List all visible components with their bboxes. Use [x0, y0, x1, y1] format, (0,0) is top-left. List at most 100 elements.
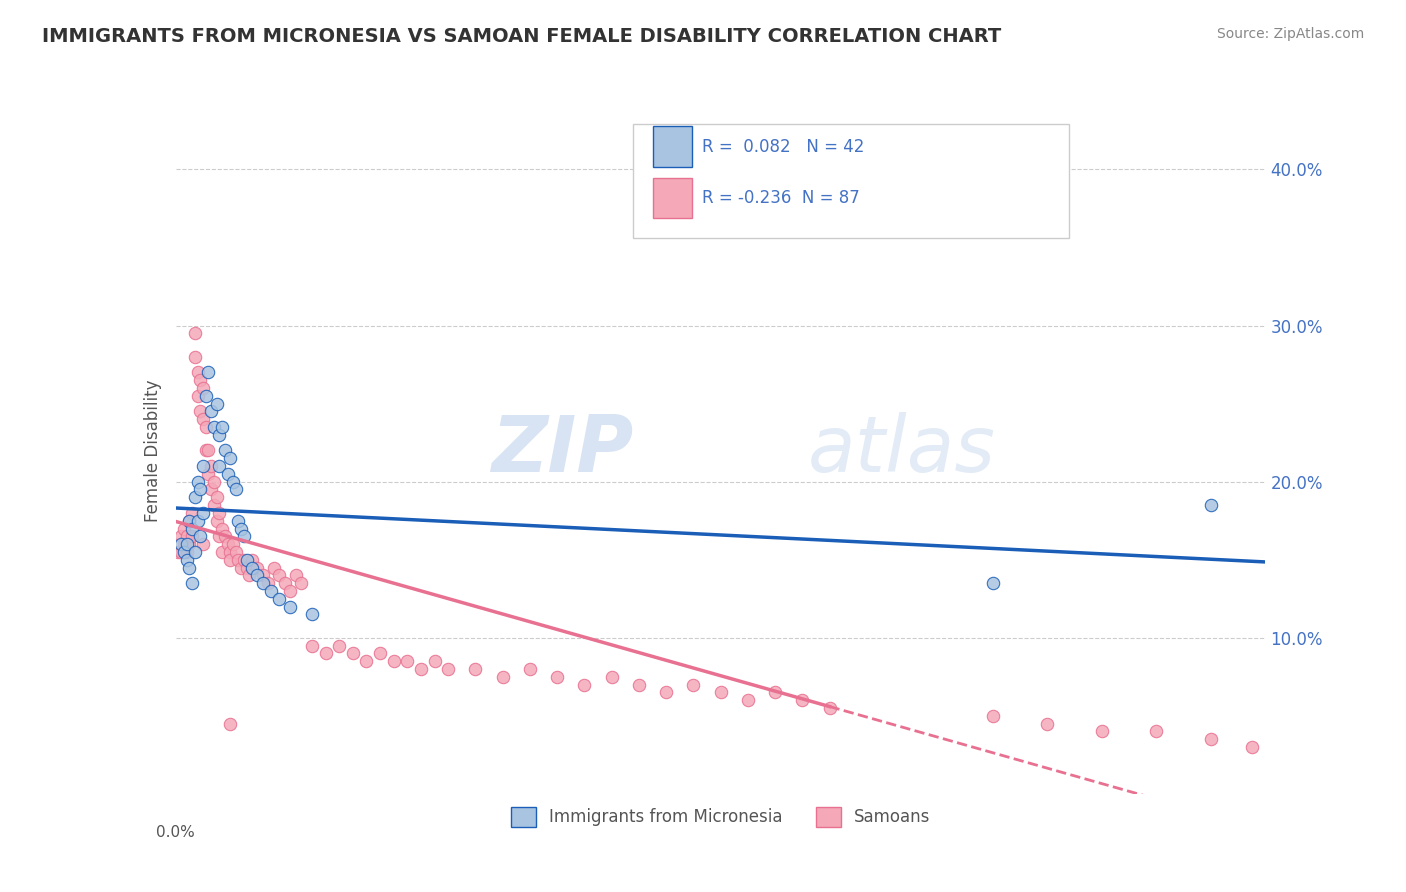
- Text: Source: ZipAtlas.com: Source: ZipAtlas.com: [1216, 27, 1364, 41]
- Point: [235, 560, 257, 574]
- Point: [818, 701, 841, 715]
- Point: [368, 646, 391, 660]
- Point: [219, 545, 242, 559]
- Point: [181, 576, 204, 591]
- Point: [301, 639, 323, 653]
- Point: [235, 552, 257, 567]
- Point: [409, 662, 432, 676]
- Point: [290, 576, 312, 591]
- Point: [356, 654, 378, 668]
- Text: IMMIGRANTS FROM MICRONESIA VS SAMOAN FEMALE DISABILITY CORRELATION CHART: IMMIGRANTS FROM MICRONESIA VS SAMOAN FEM…: [42, 27, 1001, 45]
- Point: [173, 537, 195, 551]
- Point: [284, 568, 307, 582]
- Point: [208, 458, 231, 473]
- Point: [225, 483, 247, 497]
- Point: [186, 475, 209, 489]
- Point: [205, 396, 228, 410]
- Point: [208, 506, 231, 520]
- Point: [181, 506, 204, 520]
- Point: [179, 560, 201, 574]
- Point: [246, 560, 269, 574]
- Text: R = -0.236  N = 87: R = -0.236 N = 87: [702, 189, 860, 207]
- Point: [200, 483, 222, 497]
- FancyBboxPatch shape: [652, 178, 692, 219]
- Point: [222, 537, 245, 551]
- Point: [981, 576, 1004, 591]
- Point: [492, 670, 515, 684]
- Point: [197, 366, 219, 380]
- Point: [191, 537, 214, 551]
- Point: [217, 537, 239, 551]
- Point: [574, 678, 596, 692]
- Point: [240, 552, 263, 567]
- Point: [238, 568, 260, 582]
- Point: [191, 412, 214, 426]
- Point: [396, 654, 419, 668]
- Point: [205, 490, 228, 504]
- Point: [228, 552, 250, 567]
- Point: [737, 693, 759, 707]
- Point: [170, 545, 193, 559]
- Point: [278, 599, 301, 614]
- Point: [252, 576, 274, 591]
- Point: [342, 646, 364, 660]
- Point: [232, 552, 254, 567]
- Point: [184, 326, 207, 341]
- FancyBboxPatch shape: [633, 124, 1070, 237]
- Point: [214, 529, 236, 543]
- Point: [222, 475, 245, 489]
- Point: [260, 583, 283, 598]
- Point: [208, 529, 231, 543]
- Point: [179, 537, 201, 551]
- Point: [188, 373, 211, 387]
- Point: [1091, 724, 1114, 739]
- Point: [225, 545, 247, 559]
- Point: [200, 404, 222, 418]
- Point: [231, 560, 253, 574]
- Point: [269, 568, 291, 582]
- Legend: Immigrants from Micronesia, Samoans: Immigrants from Micronesia, Samoans: [503, 800, 938, 834]
- Text: atlas: atlas: [807, 412, 995, 489]
- Point: [464, 662, 486, 676]
- Point: [211, 420, 233, 434]
- Point: [205, 514, 228, 528]
- Point: [792, 693, 814, 707]
- Point: [301, 607, 323, 622]
- Point: [214, 443, 236, 458]
- Point: [600, 670, 623, 684]
- Point: [176, 545, 198, 559]
- Point: [167, 545, 190, 559]
- Point: [176, 552, 198, 567]
- Point: [194, 420, 217, 434]
- Y-axis label: Female Disability: Female Disability: [143, 379, 162, 522]
- Point: [200, 458, 222, 473]
- Point: [240, 560, 263, 574]
- Point: [211, 545, 233, 559]
- Point: [269, 591, 291, 606]
- Point: [546, 670, 568, 684]
- Point: [231, 521, 253, 535]
- Point: [188, 483, 211, 497]
- Point: [278, 583, 301, 598]
- Point: [252, 568, 274, 582]
- Point: [194, 443, 217, 458]
- Point: [257, 576, 280, 591]
- Point: [219, 451, 242, 466]
- Point: [627, 678, 650, 692]
- Point: [197, 467, 219, 481]
- Point: [328, 639, 350, 653]
- Point: [186, 389, 209, 403]
- Point: [191, 506, 214, 520]
- Point: [423, 654, 446, 668]
- Point: [191, 381, 214, 395]
- Point: [191, 458, 214, 473]
- Point: [710, 685, 733, 699]
- Point: [1199, 498, 1222, 512]
- Point: [655, 685, 678, 699]
- Point: [763, 685, 786, 699]
- Point: [181, 529, 204, 543]
- Point: [184, 490, 207, 504]
- Point: [188, 404, 211, 418]
- Point: [194, 389, 217, 403]
- Point: [184, 545, 207, 559]
